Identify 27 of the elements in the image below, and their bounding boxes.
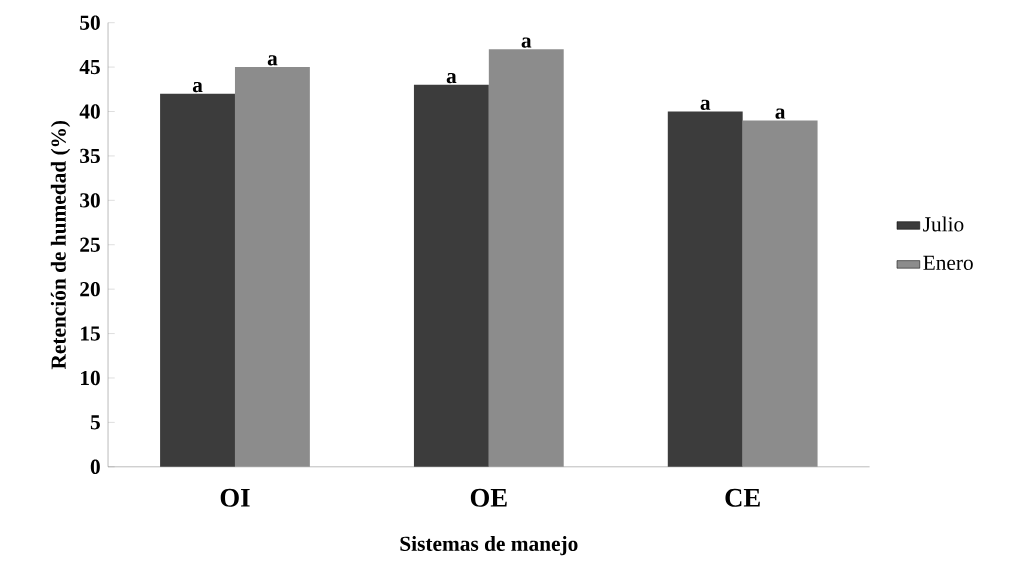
legend-label: Enero <box>923 255 973 270</box>
y-tick-label: 35 <box>80 148 100 164</box>
x-tick-label: CE <box>725 488 760 507</box>
y-tick-label: 25 <box>80 237 100 252</box>
x-axis-title: Sistemas de manejo <box>400 535 578 556</box>
y-tick-label: 0 <box>90 459 100 474</box>
annotation: a <box>700 99 711 110</box>
legend-label: Julio <box>923 216 964 232</box>
x-tick-label: OE <box>470 488 507 507</box>
y-tick-label: 50 <box>80 15 100 30</box>
x-tick-label: OI <box>220 488 250 507</box>
annotation: a <box>521 37 532 48</box>
y-tick-label: 10 <box>81 370 100 386</box>
y-tick-label: 15 <box>81 326 100 341</box>
annotation: a <box>267 55 278 66</box>
y-axis-title: Retención de humedad (%) <box>50 120 71 370</box>
annotation: a <box>446 72 457 84</box>
y-tick-label: 20 <box>80 281 100 297</box>
annotation: a <box>192 81 203 93</box>
bar <box>667 111 743 467</box>
bar <box>413 84 489 467</box>
bar <box>160 93 235 467</box>
y-tick-label: 30 <box>80 193 100 208</box>
annotation: a <box>775 108 786 119</box>
y-tick-label: 45 <box>79 59 100 75</box>
y-tick-label: 5 <box>90 415 100 430</box>
y-tick-label: 40 <box>79 104 100 119</box>
